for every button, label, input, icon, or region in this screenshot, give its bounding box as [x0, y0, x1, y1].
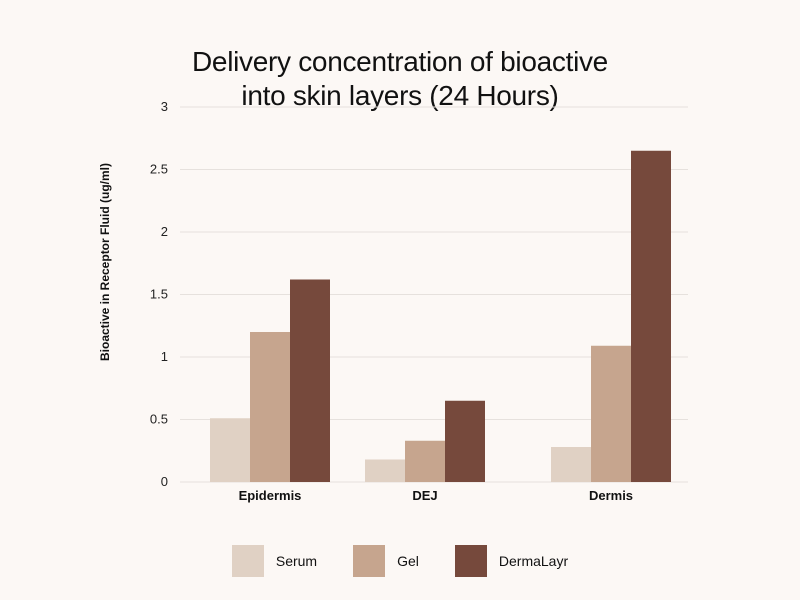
bar-dermalayr-epidermis — [290, 279, 330, 482]
bar-dermalayr-dermis — [631, 150, 671, 482]
x-category-label: Epidermis — [239, 488, 302, 503]
legend-swatch — [231, 545, 264, 577]
y-axis-ticks: 0 0.5 1 1.5 2 2.5 3 — [150, 99, 168, 489]
bars — [210, 150, 671, 482]
legend-swatch — [454, 545, 487, 577]
bar-serum-epidermis — [210, 418, 250, 482]
chart-title: Delivery concentration of bioactive into… — [0, 45, 800, 113]
legend: Serum Gel DermaLayr — [0, 544, 800, 578]
y-tick-label: 2 — [161, 224, 168, 239]
legend-item-dermalayr: DermaLayr — [454, 545, 569, 577]
y-tick-label: 0.5 — [150, 412, 168, 427]
bar-gel-dermis — [591, 345, 631, 482]
legend-label: DermaLayr — [498, 553, 569, 569]
chart-title-line-2: into skin layers (24 Hours) — [241, 79, 559, 111]
bar-dermalayr-dej — [445, 400, 485, 482]
bar-serum-dej — [365, 459, 405, 482]
x-category-label: Dermis — [589, 488, 633, 503]
legend-label: Gel — [397, 553, 419, 569]
bar-gel-epidermis — [250, 332, 290, 482]
x-category-label: DEJ — [412, 488, 437, 503]
y-tick-label: 2.5 — [150, 162, 168, 177]
legend-item-serum: Serum — [231, 545, 318, 577]
legend-swatch — [353, 545, 386, 577]
y-axis-label: Bioactive in Receptor Fluid (ug/ml) — [98, 163, 112, 361]
bar-serum-dermis — [551, 447, 591, 482]
chart-title-line-1: Delivery concentration of bioactive — [192, 45, 608, 77]
y-tick-label: 1.5 — [150, 287, 168, 302]
legend-item-gel: Gel — [353, 545, 419, 577]
x-axis-categories: Epidermis DEJ Dermis — [239, 488, 633, 503]
y-tick-label: 1 — [161, 349, 168, 364]
legend-label: Serum — [275, 553, 318, 569]
y-tick-label: 0 — [161, 474, 168, 489]
bar-gel-dej — [405, 440, 445, 482]
y-tick-label: 3 — [161, 99, 168, 114]
